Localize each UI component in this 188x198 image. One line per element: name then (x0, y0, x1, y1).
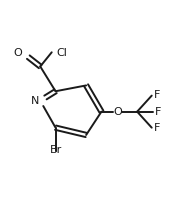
Text: Br: Br (49, 145, 62, 155)
Text: O: O (113, 107, 122, 117)
Text: O: O (14, 48, 22, 58)
Text: Cl: Cl (57, 48, 68, 58)
Text: F: F (155, 107, 161, 117)
Text: F: F (154, 123, 160, 133)
Text: F: F (154, 90, 160, 100)
Text: N: N (30, 96, 39, 106)
